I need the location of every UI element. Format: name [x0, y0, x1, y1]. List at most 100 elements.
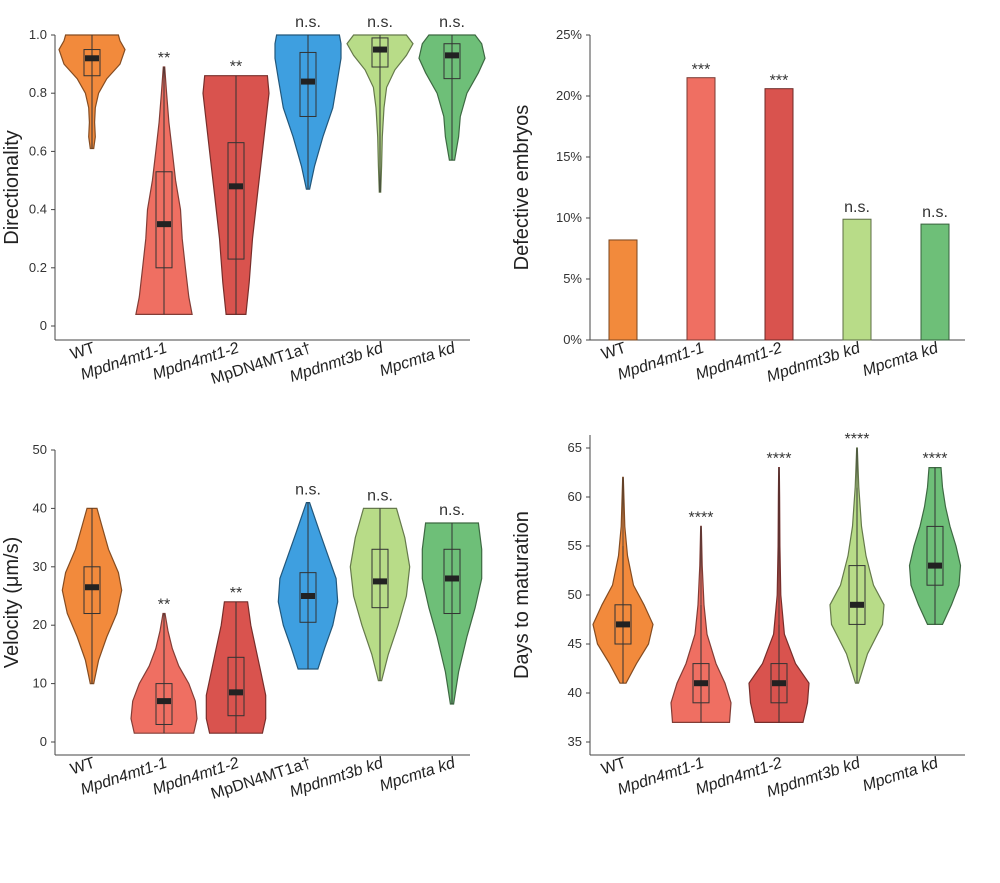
significance-label: ***: [692, 62, 711, 79]
y-tick-label: 0.4: [29, 202, 47, 217]
median-mark: [373, 46, 387, 53]
median-mark: [694, 680, 708, 687]
median-mark: [445, 575, 459, 582]
y-tick-label: 40: [33, 500, 47, 515]
y-tick-label: 10%: [556, 210, 582, 225]
median-mark: [850, 601, 864, 608]
box-iqr: [371, 548, 389, 609]
box-iqr: [371, 37, 389, 68]
median-mark: [928, 562, 942, 569]
y-tick-label: 35: [568, 734, 582, 749]
category-label-mpcmta-kd: Mpcmta kd: [378, 754, 459, 795]
y-tick-label: 0.8: [29, 85, 47, 100]
significance-label: ****: [845, 431, 870, 448]
significance-label: n.s.: [295, 14, 321, 31]
category-label-mpdn4mt1-1: Mpdn4mt1-1: [616, 755, 707, 799]
box-iqr: [299, 572, 317, 623]
y-axis-title: Directionality: [1, 130, 23, 244]
median-mark: [373, 578, 387, 585]
significance-label: ***: [770, 73, 789, 90]
median-mark: [772, 680, 786, 687]
median-mark: [301, 78, 315, 85]
y-axis-title: Defective embryos: [511, 105, 533, 271]
y-tick-label: 15%: [556, 149, 582, 164]
panel-defective-embryos-bar: 0% 5% 10% 15% 20% 25% Defective embryos WTMpdn4…: [511, 27, 965, 386]
category-label-wt: WT: [68, 755, 97, 779]
y-tick-label: 20: [33, 617, 47, 632]
significance-label: n.s.: [844, 199, 870, 216]
y-tick-label: 45: [568, 636, 582, 651]
box-iqr: [155, 683, 173, 725]
panel-days-to-maturation-violin: 35 40 45 50 55 60 65 Days to maturation WTMpdn4m…: [511, 431, 965, 801]
box-iqr: [926, 525, 944, 586]
y-tick-label: 1.0: [29, 27, 47, 42]
category-label-mpdn4mt1-1: Mpdn4mt1-1: [616, 340, 707, 384]
box-iqr: [848, 565, 866, 625]
y-tick-label: 20%: [556, 88, 582, 103]
significance-label: n.s.: [439, 14, 465, 31]
box-iqr: [227, 142, 245, 260]
y-tick-label: 10: [33, 676, 47, 691]
y-tick-label: 0: [40, 734, 47, 749]
category-label-mpcmta-kd: Mpcmta kd: [861, 339, 942, 380]
significance-label: **: [158, 597, 170, 614]
y-tick-label: 60: [568, 489, 582, 504]
bar-mpdn4mt1-2: [764, 88, 794, 341]
category-label-wt: WT: [68, 340, 97, 364]
box-iqr: [770, 663, 788, 704]
significance-label: **: [158, 50, 170, 67]
y-tick-label: 0.6: [29, 143, 47, 158]
box-iqr: [83, 566, 101, 615]
box-iqr: [227, 656, 245, 717]
y-tick-label: 0%: [563, 332, 582, 347]
y-axis-title: Velocity (μm/s): [1, 537, 23, 669]
significance-label: n.s.: [439, 502, 465, 519]
y-tick-label: 65: [568, 440, 582, 455]
significance-label: n.s.: [367, 14, 393, 31]
category-label-wt: WT: [599, 755, 628, 779]
box-iqr: [692, 663, 710, 704]
median-mark: [85, 584, 99, 591]
box-iqr: [155, 171, 173, 269]
median-mark: [157, 698, 171, 705]
median-mark: [229, 689, 243, 696]
y-tick-label: 0: [40, 318, 47, 333]
median-mark: [229, 183, 243, 190]
median-mark: [301, 593, 315, 599]
bar-mpdn4mt1-1: [686, 77, 716, 341]
category-label-mpcmta-kd: Mpcmta kd: [378, 339, 459, 380]
y-tick-label: 0.2: [29, 260, 47, 275]
significance-label: ****: [767, 451, 792, 468]
bar-mpcmta-kd: [920, 223, 950, 341]
y-tick-label: 30: [33, 559, 47, 574]
significance-label: n.s.: [922, 204, 948, 221]
box-iqr: [443, 43, 461, 80]
y-tick-label: 55: [568, 538, 582, 553]
box-iqr: [614, 604, 632, 645]
significance-label: **: [230, 59, 242, 76]
y-axis-title: Days to maturation: [511, 511, 533, 679]
significance-label: ****: [689, 509, 714, 526]
category-label-mpcmta-kd: Mpcmta kd: [861, 754, 942, 795]
y-tick-label: 40: [568, 685, 582, 700]
significance-label: ****: [923, 451, 948, 468]
box-iqr: [299, 51, 317, 117]
bar-wt: [608, 239, 638, 341]
median-mark: [445, 52, 459, 59]
y-tick-label: 50: [33, 442, 47, 457]
median-mark: [85, 55, 99, 62]
significance-label: n.s.: [367, 487, 393, 504]
median-mark: [616, 621, 630, 628]
significance-label: **: [230, 585, 242, 602]
panel-directionality-violin: 00.20.40.60.81.0DirectionalityWTMpdn4mt1…: [1, 14, 486, 388]
category-label-wt: WT: [599, 340, 628, 364]
median-mark: [157, 221, 171, 228]
y-tick-label: 50: [568, 587, 582, 602]
bar-mpdnmt3b-kd: [842, 218, 872, 341]
y-tick-label: 25%: [556, 27, 582, 42]
significance-label: n.s.: [295, 482, 321, 499]
y-tick-label: 5%: [563, 271, 582, 286]
box-iqr: [443, 548, 461, 615]
